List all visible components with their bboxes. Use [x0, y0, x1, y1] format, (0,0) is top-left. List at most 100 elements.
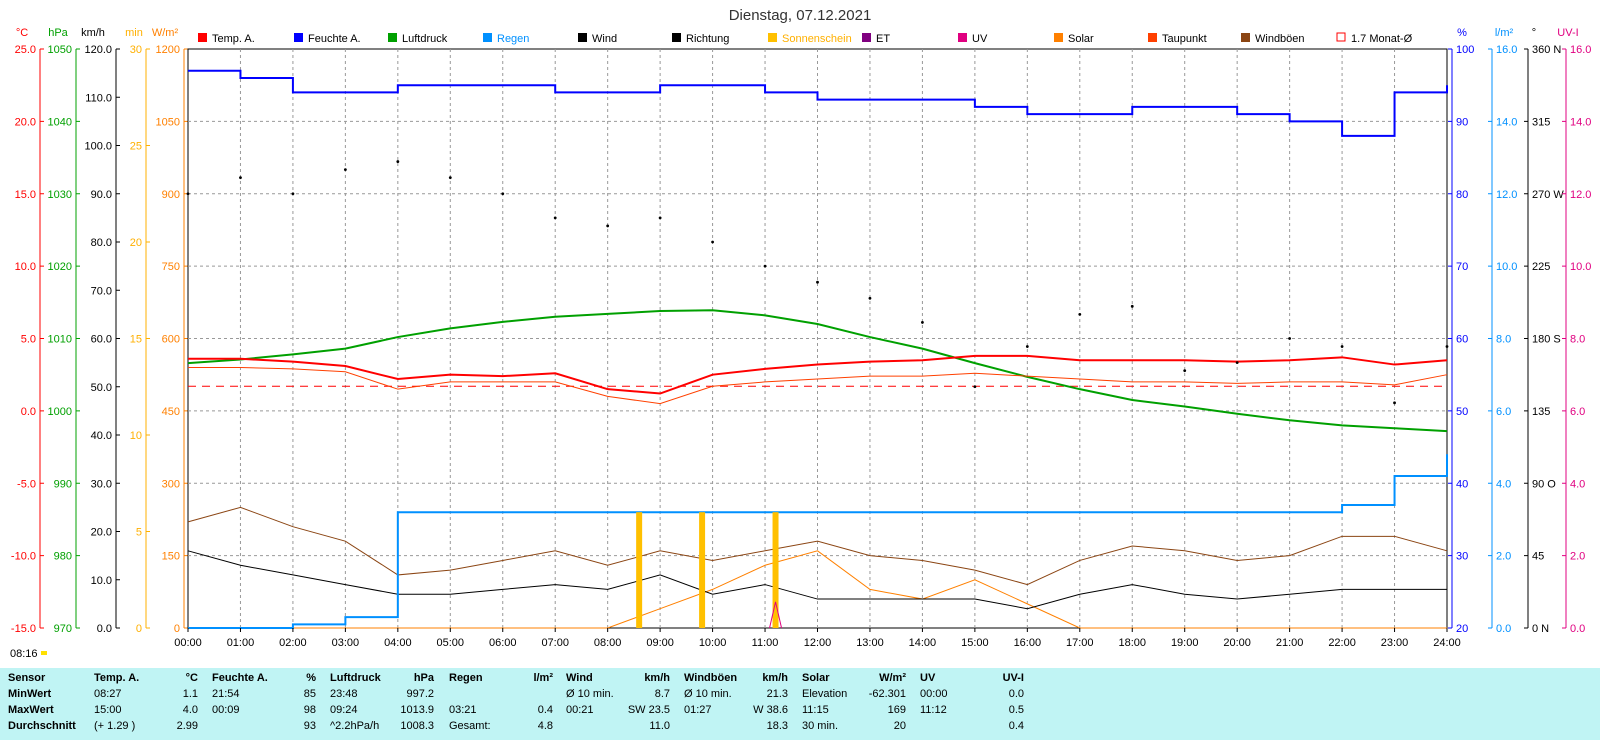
legend-swatch	[1054, 33, 1063, 42]
hpa-axis-tick-label: 1040	[48, 116, 72, 128]
grid	[187, 48, 1448, 629]
stats-cell-row: 0.4	[920, 718, 1030, 734]
stats-group-name: Luftdruck	[330, 672, 381, 684]
legend-swatch	[294, 33, 303, 42]
deg-axis-tick-label: 135	[1532, 406, 1550, 418]
stats-row-label: MaxWert	[8, 702, 94, 718]
min-axis-tick-label: 20	[130, 237, 142, 249]
temp-axis-tick-label: -15.0	[11, 623, 36, 635]
stats-column: Temp. A. °C 08:27 1.1 15:00 4.0 (+ 1.29 ) 2.99	[94, 670, 204, 734]
pct-axis-tick-label: 50	[1456, 406, 1468, 418]
deg-axis-unit: °	[1532, 27, 1536, 39]
legend-swatch	[1148, 33, 1157, 42]
stats-group-name: Solar	[802, 672, 830, 684]
kmh-axis-tick-label: 10.0	[91, 575, 112, 587]
pct-axis-tick-label: 60	[1456, 334, 1468, 346]
stats-cell-value: 18.3	[766, 720, 788, 732]
x-tick-label: 16:00	[1014, 637, 1042, 649]
stats-cell-row: 15:00 4.0	[94, 702, 204, 718]
x-tick-label: 17:00	[1066, 637, 1094, 649]
direction-point	[1183, 369, 1187, 373]
hpa-axis-tick-label: 1010	[48, 334, 72, 346]
stats-header: Windböen km/h	[684, 670, 794, 686]
stats-cell-value: 98	[303, 704, 316, 716]
kmh-axis-unit: km/h	[81, 27, 105, 39]
stats-cell-time: 08:27	[94, 688, 122, 700]
x-tick-label: 03:00	[332, 637, 360, 649]
stats-group-unit: l/m²	[533, 672, 553, 684]
x-tick-label: 15:00	[961, 637, 989, 649]
stats-group-unit: km/h	[644, 672, 670, 684]
kmh-axis-tick-label: 40.0	[91, 430, 112, 442]
x-tick-label: 18:00	[1118, 637, 1146, 649]
hpa-axis-tick-label: 970	[54, 623, 72, 635]
kmh-axis-tick-label: 80.0	[91, 237, 112, 249]
lm2-axis-tick-label: 0.0	[1496, 623, 1511, 635]
min-axis-tick-label: 0	[136, 623, 142, 635]
min-axis-tick-label: 5	[136, 527, 142, 539]
legend-swatch	[862, 33, 871, 42]
direction-point	[186, 192, 190, 196]
stats-group-unit: W/m²	[879, 672, 906, 684]
stats-group-name: Feuchte A.	[212, 672, 268, 684]
wm2-axis-tick-label: 300	[162, 478, 180, 490]
x-tick-label: 13:00	[856, 637, 884, 649]
x-axis: 00:00 01:00 02:00 03:00 04:00 05:00 06:00 07:00…	[174, 628, 1461, 649]
stats-row-label: MinWert	[8, 686, 94, 702]
series-taupunkt	[188, 366, 1448, 405]
wm2-axis-tick-label: 450	[162, 406, 180, 418]
lm2-axis-tick-label: 2.0	[1496, 551, 1511, 563]
legend-label: Richtung	[686, 33, 729, 45]
stats-cell-value: W 38.6	[753, 704, 788, 716]
x-tick-label: 10:00	[699, 637, 727, 649]
pct-axis-tick-label: 90	[1456, 116, 1468, 128]
deg-axis-tick-label: 360 N	[1532, 44, 1561, 56]
deg-axis-tick-label: 45	[1532, 551, 1544, 563]
stats-column: Wind km/h Ø 10 min. 8.7 00:21 SW 23.5 11.0	[566, 670, 676, 734]
legend-label: Feuchte A.	[308, 33, 361, 45]
deg-axis-tick-label: 0 N	[1532, 623, 1549, 635]
stats-cell-row: 09:24 1013.9	[330, 702, 440, 718]
deg-axis-tick-label: 180 S	[1532, 334, 1561, 346]
deg-axis-tick-label: 270 W	[1532, 189, 1564, 201]
direction-point	[239, 176, 242, 180]
stats-cell-time: 01:27	[684, 704, 712, 716]
x-tick-label: 23:00	[1381, 637, 1409, 649]
stats-cell-row: 18.3	[684, 718, 794, 734]
lm2-axis-tick-label: 10.0	[1496, 261, 1517, 273]
chart-title: Dienstag, 07.12.2021	[729, 7, 872, 24]
x-tick-label: 05:00	[437, 637, 465, 649]
direction-point	[1393, 401, 1396, 405]
stats-header: Sensor	[8, 670, 94, 686]
wm2-axis-tick-label: 1050	[156, 116, 180, 128]
series-regen	[188, 454, 1448, 629]
legend-swatch	[388, 33, 397, 42]
series-luftdruck	[187, 309, 1448, 433]
stats-cell-value: 20	[893, 720, 906, 732]
stats-group-unit: hPa	[413, 672, 434, 684]
legend-swatch	[198, 33, 207, 42]
stats-group-unit: %	[306, 672, 316, 684]
stats-cell-time: 09:24	[330, 704, 358, 716]
stats-group-name: Windböen	[684, 672, 738, 684]
stats-cell-row: Ø 10 min. 8.7	[566, 686, 676, 702]
legend-label: Wind	[592, 33, 617, 45]
stats-cell-time: 30 min.	[802, 720, 839, 732]
legend: Temp. A. Feuchte A. Luftdruck Regen Wind Rich…	[198, 32, 1413, 45]
x-tick-label: 04:00	[384, 637, 412, 649]
stats-cell-time: 00:21	[566, 704, 594, 716]
hpa-axis-tick-label: 1020	[48, 261, 72, 273]
kmh-axis-tick-label: 30.0	[91, 478, 112, 490]
stats-cell-value: 11.0	[649, 720, 670, 732]
x-tick-label: 06:00	[489, 637, 517, 649]
lm2-axis-tick-label: 16.0	[1496, 44, 1517, 56]
stats-cell-row: 00:00 0.0	[920, 686, 1030, 702]
direction-point	[343, 168, 347, 172]
x-tick-label: 07:00	[541, 637, 569, 649]
hpa-axis-tick-label: 990	[54, 478, 72, 490]
kmh-axis-tick-label: 0.0	[97, 623, 112, 635]
stats-cell-value: 93	[303, 720, 316, 732]
x-tick-label: 01:00	[227, 637, 255, 649]
uvi-axis-tick-label: 10.0	[1570, 261, 1591, 273]
stats-cell-row: Gesamt: 4.8	[449, 718, 559, 734]
